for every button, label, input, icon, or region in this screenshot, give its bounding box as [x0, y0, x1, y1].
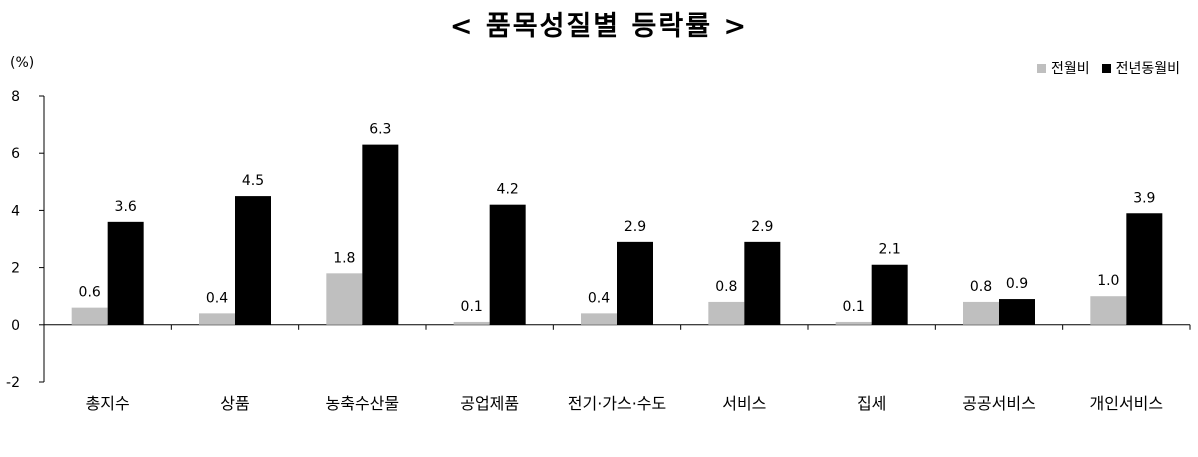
- data-label-monthly-2: 0.4: [206, 290, 228, 306]
- legend-item-monthly: 전월비: [1036, 58, 1090, 78]
- bar-yearly-8: [999, 299, 1035, 325]
- legend-label-monthly: 전월비: [1050, 61, 1090, 77]
- bar-monthly-1: [71, 307, 108, 325]
- legend-swatch-yearly: [1101, 63, 1111, 73]
- data-label-yearly-9: 3.9: [1133, 190, 1155, 206]
- bar-yearly-4: [489, 204, 526, 325]
- y-tick-label: -2: [6, 375, 20, 391]
- data-label-monthly-3: 1.8: [333, 250, 355, 266]
- bar-yearly-9: [1126, 213, 1163, 325]
- y-tick-label: 8: [11, 89, 20, 105]
- x-category-label: 개인서비스: [1090, 394, 1164, 413]
- x-category-label: 상품: [220, 394, 249, 413]
- bar-monthly-7: [835, 321, 872, 325]
- data-label-monthly-8: 0.8: [970, 279, 992, 295]
- x-category-label: 농축수산물: [326, 394, 400, 413]
- data-label-monthly-1: 0.6: [79, 285, 101, 301]
- y-tick-label: 4: [11, 203, 20, 219]
- bar-monthly-8: [963, 301, 999, 325]
- data-label-monthly-7: 0.1: [843, 299, 865, 315]
- bar-yearly-6: [744, 241, 781, 325]
- x-category-label: 공업제품: [460, 394, 519, 413]
- x-category-label: 공공서비스: [962, 394, 1036, 413]
- legend: 전월비 전년동월비: [1025, 58, 1180, 78]
- data-label-yearly-2: 4.5: [242, 173, 264, 189]
- data-label-yearly-4: 4.2: [497, 182, 519, 198]
- legend-swatch-monthly: [1036, 63, 1046, 73]
- data-label-yearly-8: 0.9: [1006, 276, 1028, 292]
- x-category-label: 총지수: [86, 394, 130, 413]
- data-label-monthly-5: 0.4: [588, 290, 610, 306]
- data-label-yearly-5: 2.9: [624, 219, 646, 235]
- bar-monthly-3: [326, 273, 363, 325]
- bar-monthly-4: [453, 321, 490, 325]
- data-label-monthly-6: 0.8: [715, 279, 737, 295]
- y-tick-label: 2: [11, 261, 20, 277]
- bar-yearly-1: [107, 221, 144, 325]
- data-label-yearly-1: 3.6: [115, 199, 137, 215]
- data-label-yearly-7: 2.1: [879, 242, 901, 258]
- chart-title: < 품목성질별 등락률 >: [449, 11, 749, 42]
- legend-item-yearly: 전년동월비: [1101, 58, 1180, 78]
- bar-yearly-2: [235, 196, 271, 325]
- data-label-yearly-6: 2.9: [751, 219, 773, 235]
- y-tick-label: 0: [11, 318, 20, 334]
- bar-monthly-6: [708, 301, 745, 325]
- data-label-yearly-3: 6.3: [369, 122, 391, 138]
- bar-monthly-9: [1090, 296, 1127, 325]
- bar-monthly-5: [581, 313, 617, 325]
- bar-yearly-7: [871, 264, 908, 325]
- y-tick-label: 6: [11, 146, 20, 162]
- y-axis-unit-label: (%): [10, 55, 35, 71]
- data-label-monthly-9: 1.0: [1097, 273, 1119, 289]
- legend-label-yearly: 전년동월비: [1115, 61, 1180, 77]
- data-label-monthly-4: 0.1: [461, 299, 483, 315]
- bar-yearly-5: [617, 241, 653, 325]
- bar-monthly-2: [199, 313, 235, 325]
- x-category-label: 전기·가스·수도: [568, 394, 667, 413]
- x-category-label: 서비스: [722, 394, 766, 413]
- x-category-label: 집세: [857, 394, 886, 413]
- bar-yearly-3: [362, 144, 399, 325]
